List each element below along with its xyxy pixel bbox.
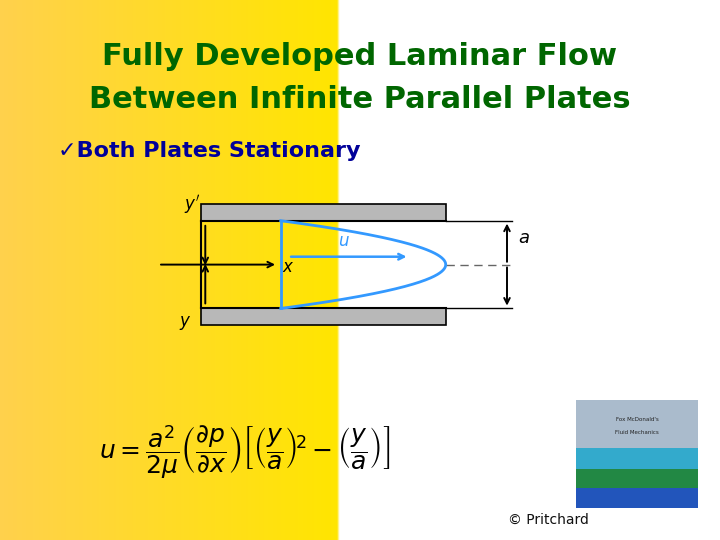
Text: $u$: $u$: [338, 232, 349, 249]
Bar: [576, 477, 698, 508]
Text: ✓Both Plates Stationary: ✓Both Plates Stationary: [58, 141, 360, 161]
Bar: [576, 448, 698, 477]
Text: Fluid Mechanics: Fluid Mechanics: [616, 429, 659, 435]
Text: © Pritchard: © Pritchard: [508, 512, 588, 526]
Text: $y'$: $y'$: [184, 193, 201, 217]
Bar: [576, 400, 698, 448]
Text: $y$: $y$: [179, 314, 191, 332]
Bar: [201, 308, 446, 325]
Bar: [576, 488, 698, 508]
Text: $u = \dfrac{a^2}{2\mu}\left(\dfrac{\partial p}{\partial x}\right)\left[\left(\df: $u = \dfrac{a^2}{2\mu}\left(\dfrac{\part…: [99, 424, 390, 482]
Bar: [576, 400, 698, 448]
Bar: [576, 469, 698, 488]
Text: Fully Developed Laminar Flow: Fully Developed Laminar Flow: [102, 42, 618, 71]
Text: $x$: $x$: [282, 258, 294, 276]
Text: Between Infinite Parallel Plates: Between Infinite Parallel Plates: [89, 85, 631, 114]
Text: $a$: $a$: [518, 228, 530, 247]
Bar: [201, 204, 446, 221]
Text: Fox McDonald's: Fox McDonald's: [616, 416, 659, 422]
Bar: [576, 448, 698, 469]
